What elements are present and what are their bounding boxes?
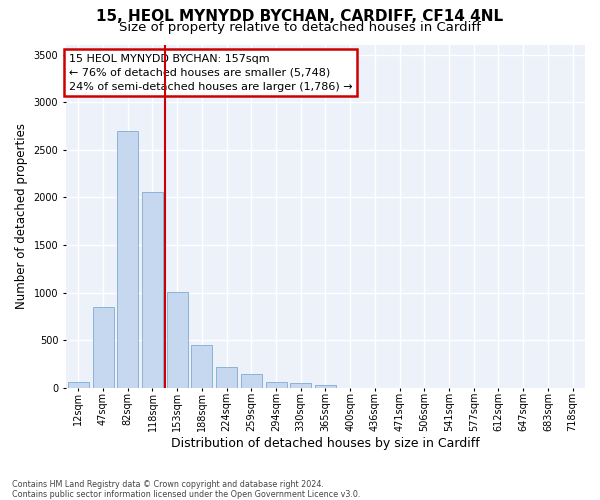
Bar xyxy=(68,382,89,388)
Text: Contains HM Land Registry data © Crown copyright and database right 2024.
Contai: Contains HM Land Registry data © Crown c… xyxy=(12,480,361,499)
Bar xyxy=(241,374,262,388)
Bar xyxy=(191,345,212,388)
Bar xyxy=(92,307,113,388)
Bar xyxy=(290,383,311,388)
Text: Size of property relative to detached houses in Cardiff: Size of property relative to detached ho… xyxy=(119,21,481,34)
Bar xyxy=(216,367,237,388)
Bar xyxy=(266,382,287,388)
Bar xyxy=(167,292,188,388)
Text: 15, HEOL MYNYDD BYCHAN, CARDIFF, CF14 4NL: 15, HEOL MYNYDD BYCHAN, CARDIFF, CF14 4N… xyxy=(97,9,503,24)
Bar xyxy=(315,385,336,388)
X-axis label: Distribution of detached houses by size in Cardiff: Distribution of detached houses by size … xyxy=(171,437,480,450)
Text: 15 HEOL MYNYDD BYCHAN: 157sqm
← 76% of detached houses are smaller (5,748)
24% o: 15 HEOL MYNYDD BYCHAN: 157sqm ← 76% of d… xyxy=(68,54,352,92)
Bar xyxy=(117,130,138,388)
Y-axis label: Number of detached properties: Number of detached properties xyxy=(15,124,28,310)
Bar xyxy=(142,192,163,388)
